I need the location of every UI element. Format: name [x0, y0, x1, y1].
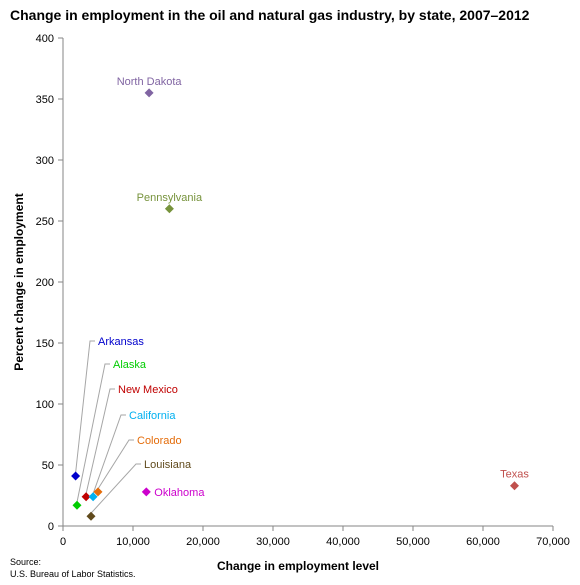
label-north-dakota: North Dakota — [117, 76, 183, 88]
label-new-mexico: New Mexico — [118, 384, 178, 396]
point-new-mexico — [81, 492, 91, 502]
y-tick-label: 400 — [36, 33, 54, 45]
label-oklahoma: Oklahoma — [154, 487, 205, 499]
point-north-dakota — [144, 88, 154, 98]
point-alaska — [72, 500, 82, 510]
axes: 0 50 100 150 200 250 300 350 400 0 10,000 20,000 30,… — [36, 33, 570, 548]
source-note: Source: U.S. Bureau of Labor Statistics. — [10, 556, 136, 580]
y-tick-label: 250 — [36, 216, 54, 228]
point-oklahoma — [141, 487, 151, 497]
y-tick-label: 150 — [36, 338, 54, 350]
point-arkansas — [71, 471, 81, 481]
callout-line-colorado — [97, 439, 134, 490]
callout-line-arkansas — [75, 340, 95, 474]
y-tick-label: 0 — [48, 521, 54, 533]
label-pennsylvania: Pennsylvania — [137, 192, 203, 204]
y-tick-label: 50 — [42, 460, 54, 472]
label-arkansas: Arkansas — [98, 336, 144, 348]
source-text: U.S. Bureau of Labor Statistics. — [10, 569, 136, 579]
y-tick-label: 200 — [36, 277, 54, 289]
point-texas — [510, 481, 519, 491]
x-tick-label: 30,000 — [256, 536, 290, 548]
label-colorado: Colorado — [137, 435, 182, 447]
y-tick-label: 300 — [36, 155, 54, 167]
source-label: Source: — [10, 557, 42, 567]
label-louisiana: Louisiana — [144, 459, 192, 471]
x-tick-label: 50,000 — [396, 536, 430, 548]
x-tick-label: 20,000 — [186, 536, 220, 548]
point-california — [88, 492, 98, 502]
x-tick-label: 10,000 — [116, 536, 150, 548]
callout-line-new-mexico — [85, 388, 115, 494]
point-colorado — [93, 487, 103, 497]
x-tick-label: 40,000 — [326, 536, 360, 548]
point-pennsylvania — [164, 204, 174, 214]
data-points — [71, 88, 519, 521]
callout-line-california — [92, 414, 126, 494]
label-california: California — [129, 410, 176, 422]
label-texas: Texas — [500, 469, 529, 481]
y-axis-title: Percent change in employment — [12, 193, 26, 370]
label-alaska: Alaska — [113, 359, 147, 371]
point-louisiana — [86, 511, 96, 521]
data-labels: North Dakota Pennsylvania Arkansas Alaska Ne… — [98, 76, 529, 499]
chart-title: Change in employment in the oil and natu… — [10, 7, 530, 23]
callout-lines — [75, 340, 141, 514]
x-tick-label: 60,000 — [466, 536, 500, 548]
y-tick-label: 100 — [36, 399, 54, 411]
y-tick-label: 350 — [36, 94, 54, 106]
callout-line-louisiana — [90, 463, 141, 514]
callout-line-alaska — [76, 363, 110, 503]
x-tick-label: 0 — [60, 536, 66, 548]
x-axis-title: Change in employment level — [217, 559, 379, 573]
x-tick-label: 70,000 — [536, 536, 570, 548]
